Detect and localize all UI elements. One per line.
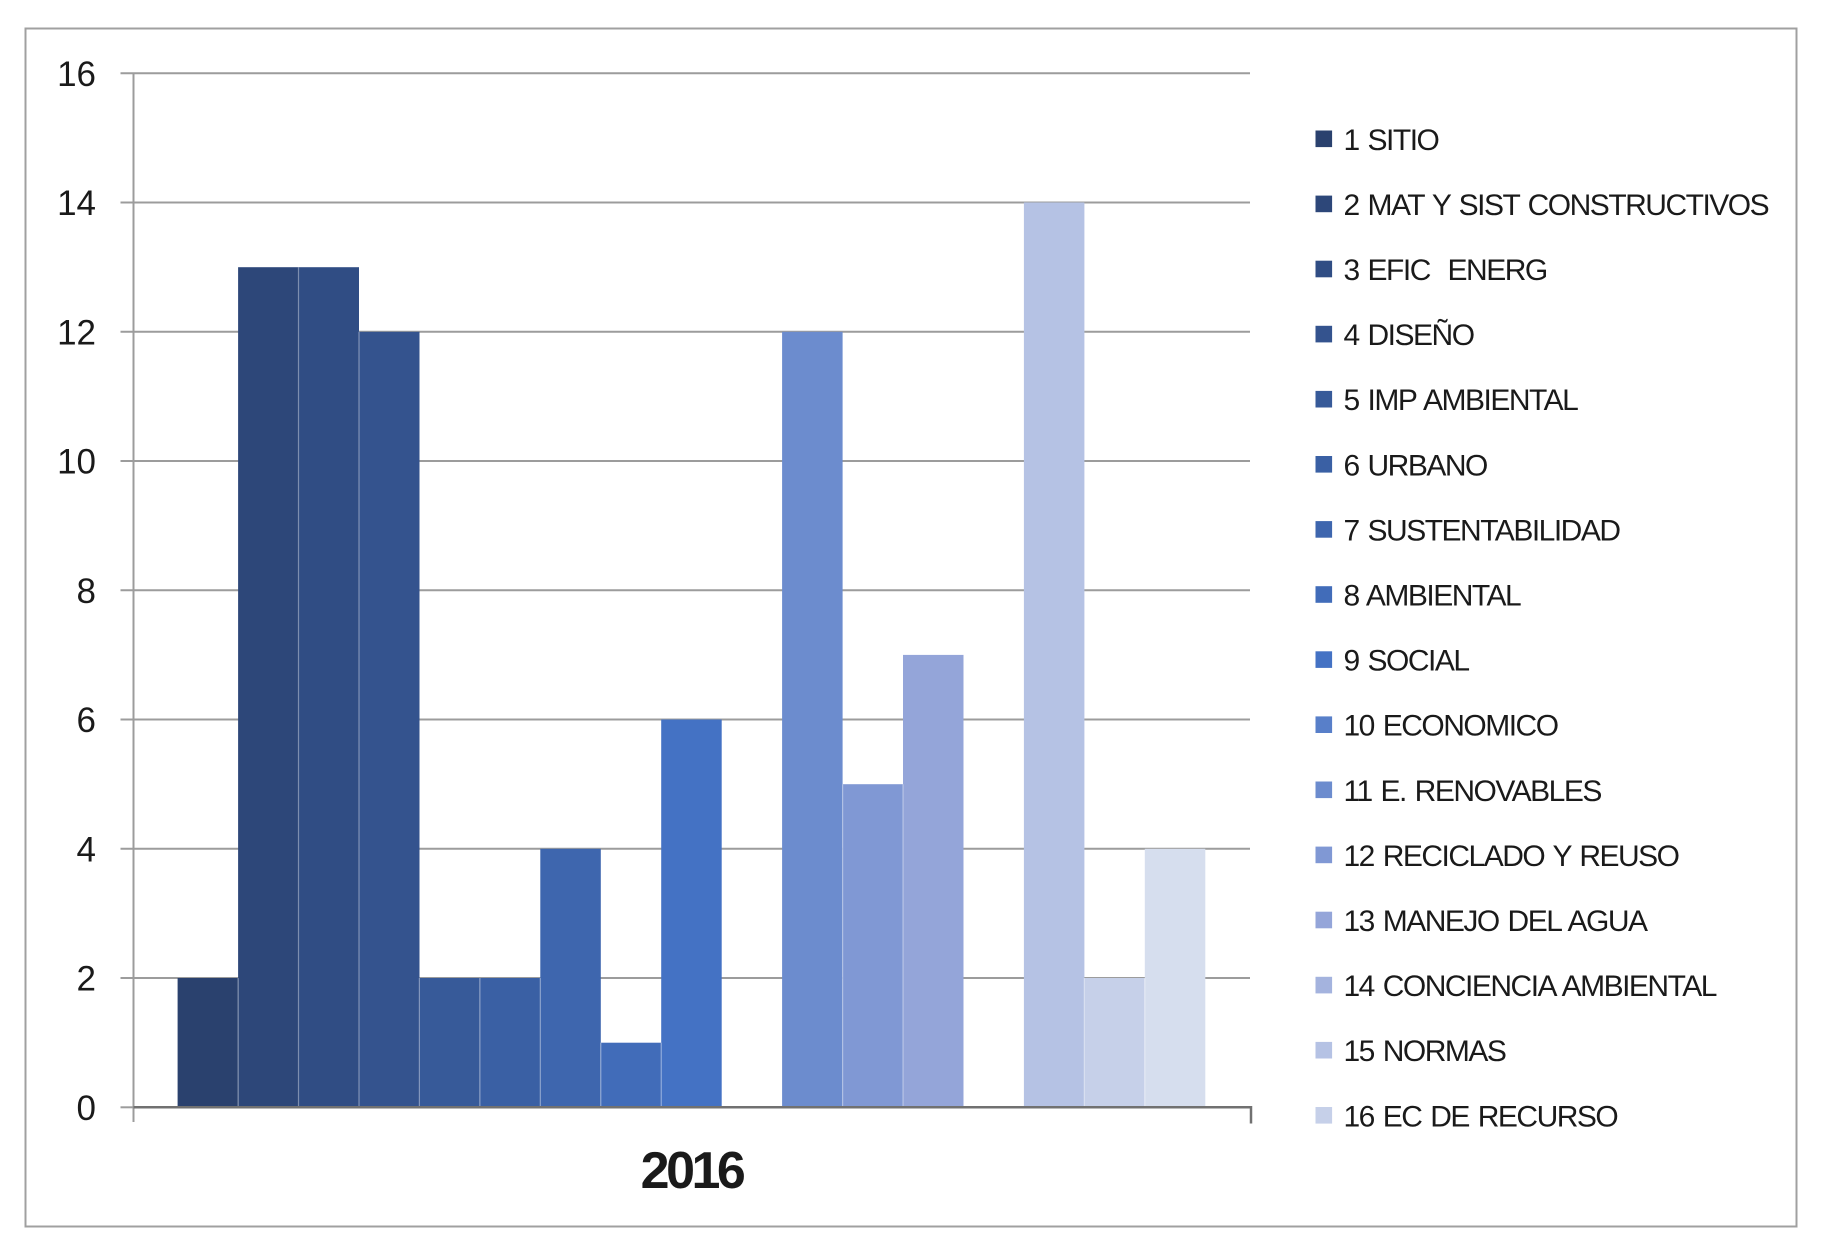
svg-text:9 SOCIAL: 9 SOCIAL [1344, 645, 1470, 678]
svg-text:14: 14 [57, 184, 96, 223]
svg-text:11 E. RENOVABLES: 11 E. RENOVABLES [1344, 775, 1602, 808]
svg-text:8: 8 [77, 572, 96, 611]
svg-text:2016: 2016 [641, 1142, 745, 1200]
svg-text:12: 12 [57, 313, 96, 352]
svg-text:7 SUSTENTABILIDAD: 7 SUSTENTABILIDAD [1344, 514, 1621, 547]
svg-text:2: 2 [77, 960, 96, 999]
svg-text:6 URBANO: 6 URBANO [1344, 449, 1488, 482]
svg-text:10: 10 [57, 443, 96, 482]
svg-text:1 SITIO: 1 SITIO [1344, 124, 1439, 157]
svg-text:4: 4 [77, 830, 96, 869]
svg-text:13 MANEJO DEL AGUA: 13 MANEJO DEL AGUA [1344, 905, 1648, 938]
svg-text:12 RECICLADO Y REUSO: 12 RECICLADO Y REUSO [1344, 840, 1679, 873]
svg-text:5 IMP AMBIENTAL: 5 IMP AMBIENTAL [1344, 384, 1579, 417]
svg-text:10 ECONOMICO: 10 ECONOMICO [1344, 710, 1558, 743]
svg-text:16 EC DE RECURSO: 16 EC DE RECURSO [1344, 1100, 1618, 1133]
svg-text:15 NORMAS: 15 NORMAS [1344, 1035, 1506, 1068]
svg-text:0: 0 [77, 1089, 96, 1128]
svg-text:16: 16 [57, 55, 96, 94]
svg-text:3 EFIC ENERG: 3 EFIC ENERG [1344, 254, 1547, 287]
svg-text:4 DISEÑO: 4 DISEÑO [1344, 318, 1474, 352]
svg-text:2 MAT Y SIST CONSTRUCTIVOS: 2 MAT Y SIST CONSTRUCTIVOS [1344, 189, 1769, 222]
svg-text:6: 6 [77, 701, 96, 740]
svg-text:14 CONCIENCIA AMBIENTAL: 14 CONCIENCIA AMBIENTAL [1344, 970, 1717, 1003]
svg-text:8 AMBIENTAL: 8 AMBIENTAL [1344, 580, 1521, 613]
